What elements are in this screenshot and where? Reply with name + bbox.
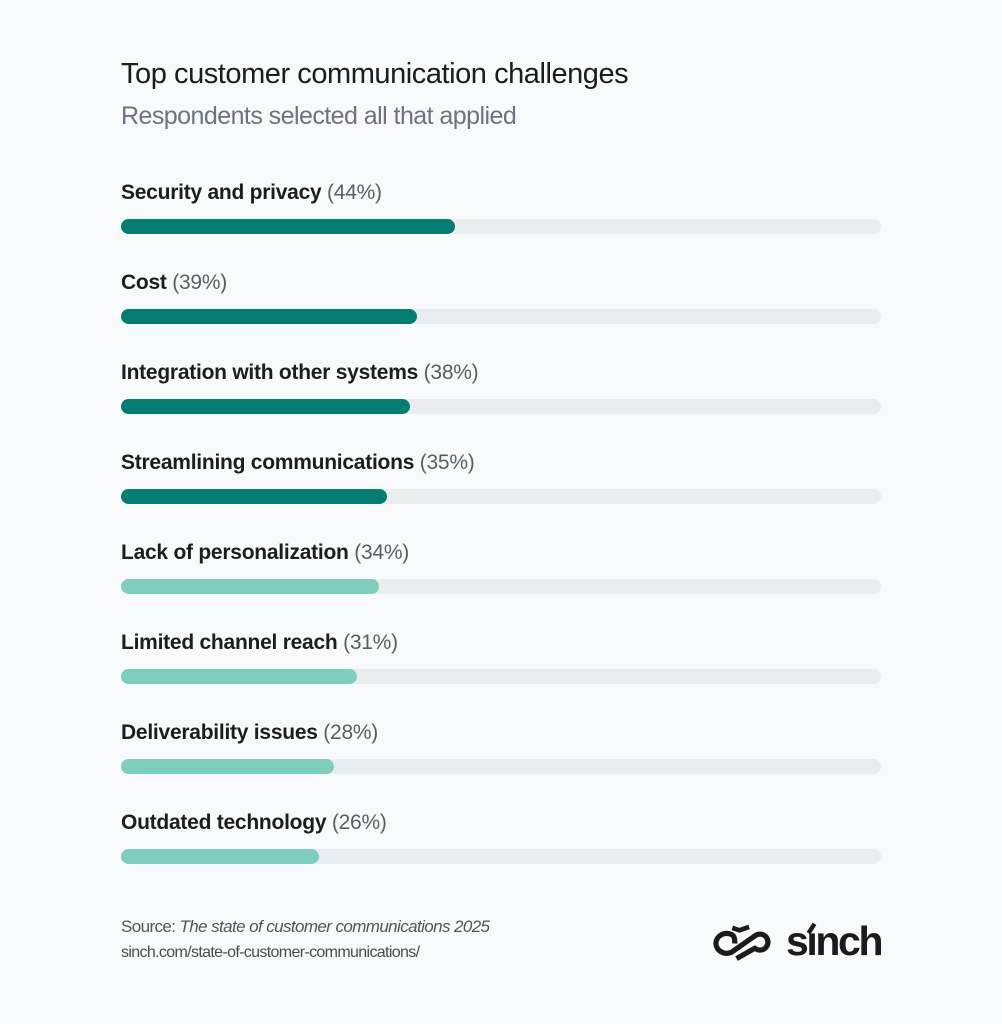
svg-text:sınch: sınch (786, 918, 881, 964)
